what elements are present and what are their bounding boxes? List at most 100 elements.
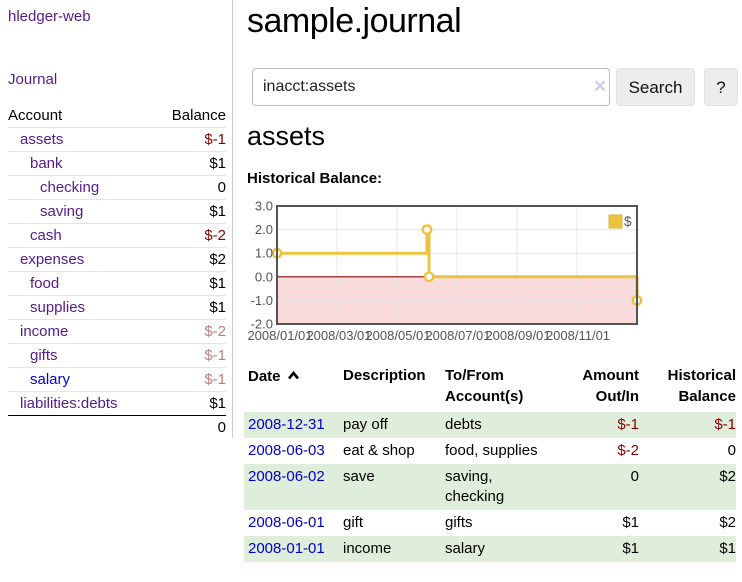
table-row[interactable]: 2008-06-02 save saving, checking 0 $2 — [244, 464, 736, 510]
account-row: liabilities:debts $1 — [8, 391, 226, 416]
transaction-date-link[interactable]: 2008-01-01 — [248, 540, 325, 557]
help-button[interactable]: ? — [704, 68, 738, 106]
transaction-accounts: debts — [445, 416, 482, 433]
account-balance: $1 — [153, 295, 226, 320]
transaction-date-link[interactable]: 2008-06-02 — [248, 468, 325, 485]
search-button[interactable]: Search — [616, 68, 695, 106]
chart-x-axis: 2008/01/01 2008/03/01 2008/05/01 2008/07… — [247, 328, 610, 343]
transaction-balance: 0 — [727, 442, 736, 459]
transaction-description: pay off — [343, 416, 388, 433]
transaction-amount: 0 — [630, 468, 639, 485]
search-input[interactable] — [252, 68, 610, 106]
account-link-liabilities-debts[interactable]: liabilities:debts — [20, 395, 118, 412]
table-row[interactable]: 2008-12-31 pay off debts $-1 $-1 — [244, 412, 736, 438]
account-row: assets $-1 — [8, 127, 226, 152]
chart-legend: $ — [608, 214, 632, 229]
sidebar-item-journal[interactable]: Journal — [8, 71, 58, 88]
transaction-amount: $-1 — [617, 416, 639, 433]
account-row: bank $1 — [8, 151, 226, 176]
transaction-date-link[interactable]: 2008-06-01 — [248, 514, 325, 531]
y-tick: -1.0 — [251, 293, 273, 308]
account-link-saving[interactable]: saving — [40, 203, 84, 220]
x-tick: 2008/03/01 — [306, 328, 371, 343]
transaction-accounts: salary — [445, 540, 486, 557]
table-row[interactable]: 2008-06-01 gift gifts $1 $2 — [244, 510, 736, 536]
account-link-income[interactable]: income — [20, 323, 69, 340]
account-link-checking[interactable]: checking — [40, 179, 100, 196]
account-balance: $1 — [153, 151, 226, 176]
accounts-col-balance: Balance — [171, 107, 226, 124]
account-row: expenses $2 — [8, 247, 226, 272]
y-tick: 0.0 — [255, 269, 273, 284]
transaction-balance: $2 — [719, 468, 736, 485]
accounts-table: Account Balance assets $-1 bank $1 check… — [8, 104, 226, 439]
transaction-description: income — [343, 540, 392, 557]
account-balance: $-2 — [153, 223, 226, 248]
account-balance: 0 — [153, 175, 226, 200]
account-row: income $-2 — [8, 319, 226, 344]
balance-series-points[interactable] — [271, 224, 643, 306]
legend-swatch-icon — [608, 214, 623, 229]
account-balance: $2 — [153, 247, 226, 272]
transaction-balance: $2 — [719, 514, 736, 531]
page-title: sample.journal — [247, 2, 462, 40]
transaction-accounts: saving, checking — [445, 468, 505, 505]
sidebar: hledger-web Journal Account Balance asse… — [0, 0, 233, 439]
app-title-link[interactable]: hledger-web — [8, 8, 91, 25]
transaction-amount: $1 — [622, 540, 639, 557]
accounts-total-value: 0 — [153, 415, 226, 439]
account-link-cash[interactable]: cash — [30, 227, 62, 244]
account-row: cash $-2 — [8, 223, 226, 248]
account-balance: $-1 — [153, 127, 226, 152]
account-row: saving $1 — [8, 199, 226, 224]
account-link-expenses[interactable]: expenses — [20, 251, 85, 268]
x-tick: 2008/01/01 — [247, 328, 312, 343]
account-balance: $-2 — [153, 319, 226, 344]
register-col-date[interactable]: Date — [244, 363, 343, 412]
account-balance: $1 — [153, 271, 226, 296]
account-balance: $1 — [153, 391, 226, 416]
account-link-gifts[interactable]: gifts — [30, 347, 58, 364]
register-col-date-label: Date — [248, 368, 281, 385]
y-tick: 2.0 — [255, 222, 273, 237]
historical-balance-chart[interactable]: $ 3.0 2.0 1.0 0.0 -1.0 -2.0 2008/01/01 2… — [246, 198, 742, 346]
account-row: gifts $-1 — [8, 343, 226, 368]
accounts-col-account: Account — [8, 107, 63, 124]
chart-title: Historical Balance: — [247, 170, 383, 187]
data-point[interactable] — [423, 271, 435, 283]
table-row[interactable]: 2008-01-01 income salary $1 $1 — [244, 536, 736, 562]
x-tick: 2008/07/01 — [425, 328, 490, 343]
sort-ascending-icon — [287, 365, 300, 386]
chart-y-axis: 3.0 2.0 1.0 0.0 -1.0 -2.0 — [251, 199, 273, 332]
account-link-supplies[interactable]: supplies — [30, 299, 86, 316]
account-row: salary $-1 — [8, 367, 226, 392]
register-header-row: Date Description To/From Account(s) Amou… — [244, 363, 736, 412]
register-col-tofrom: To/From Account(s) — [445, 367, 524, 405]
transaction-accounts: food, supplies — [445, 442, 538, 459]
transaction-balance: $-1 — [714, 416, 736, 433]
x-tick: 2008/11/01 — [546, 328, 610, 343]
accounts-total-row: 0 — [8, 415, 226, 439]
transaction-amount: $-2 — [617, 442, 639, 459]
account-row: food $1 — [8, 271, 226, 296]
data-point[interactable] — [421, 224, 433, 236]
register-table: Date Description To/From Account(s) Amou… — [244, 363, 736, 562]
account-balance: $-1 — [153, 367, 226, 392]
account-balance: $-1 — [153, 343, 226, 368]
y-tick: -2.0 — [251, 317, 273, 332]
account-link-assets[interactable]: assets — [20, 131, 64, 148]
clear-search-icon[interactable]: × — [593, 75, 607, 98]
transaction-date-link[interactable]: 2008-06-03 — [248, 442, 325, 459]
legend-label: $ — [624, 214, 632, 229]
transaction-description: eat & shop — [343, 442, 415, 459]
account-link-food[interactable]: food — [30, 275, 60, 292]
transaction-amount: $1 — [622, 514, 639, 531]
table-row[interactable]: 2008-06-03 eat & shop food, supplies $-2… — [244, 438, 736, 464]
transaction-date-link[interactable]: 2008-12-31 — [248, 416, 325, 433]
account-link-bank[interactable]: bank — [30, 155, 63, 172]
transaction-accounts: gifts — [445, 514, 473, 531]
account-row: supplies $1 — [8, 295, 226, 320]
account-row: checking 0 — [8, 175, 226, 200]
transaction-balance: $1 — [719, 540, 736, 557]
account-link-salary[interactable]: salary — [30, 371, 71, 388]
